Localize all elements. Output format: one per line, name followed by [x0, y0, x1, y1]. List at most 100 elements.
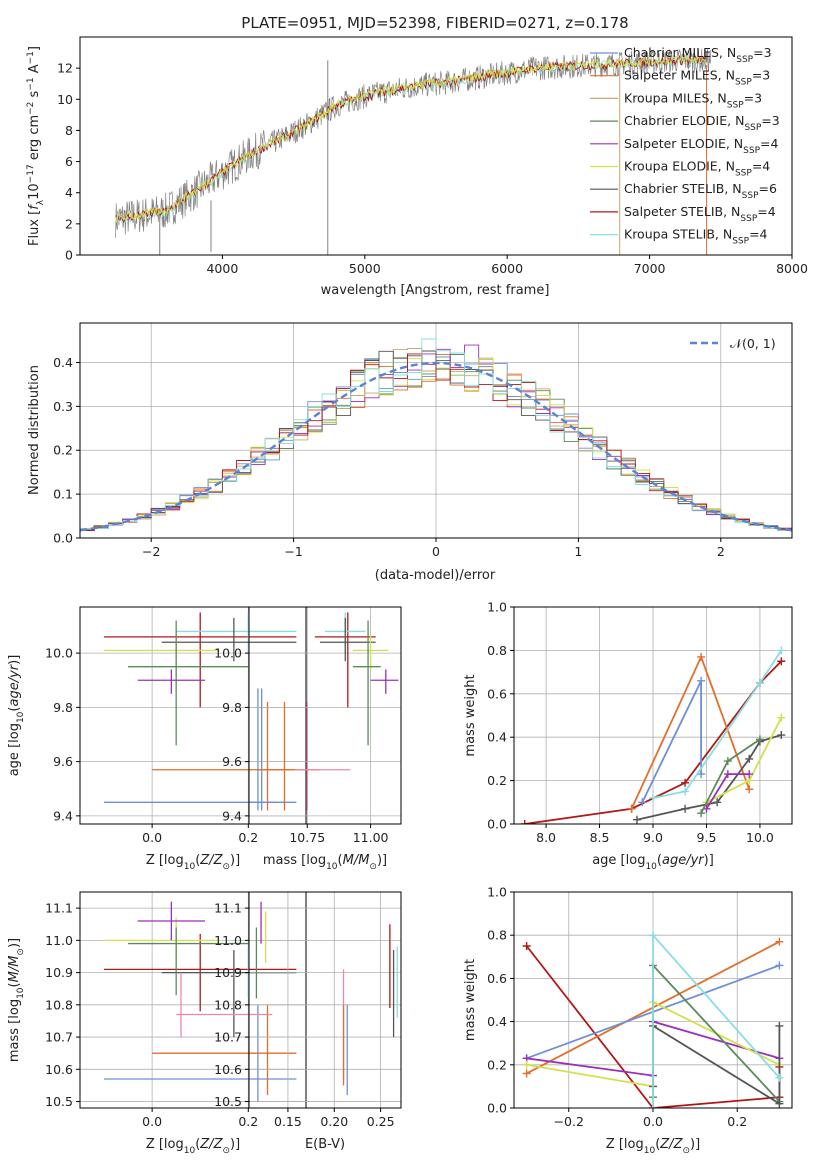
y-tick-label: 10.9: [45, 965, 73, 980]
data-point: [697, 652, 706, 661]
data-point: [745, 754, 754, 763]
chart-mass_weight_vs_Z: −0.2 0.0 0.2 0.0 0.2 0.4 0.6 0.8 1.0 Z [log10(Z/Z…: [463, 885, 793, 1156]
data-point: [723, 770, 732, 779]
y-axis-label: age [log10(age/yr)]: [7, 655, 26, 777]
y-tick-label: 0.4: [487, 730, 507, 745]
y-tick-label: 9.8: [222, 700, 242, 715]
y-tick-label: 0.2: [487, 1057, 507, 1072]
y-tick-label: 12: [57, 61, 73, 76]
observed-spectrum: [115, 48, 712, 238]
y-tick-label: 10.0: [45, 646, 73, 661]
data-point: [638, 798, 647, 807]
chart-title: PLATE=0951, MJD=52398, FIBERID=0271, z=0…: [241, 14, 628, 32]
x-tick-label: 9.5: [697, 830, 717, 845]
y-tick-label: 0.0: [487, 1101, 507, 1116]
y-axis-label: mass weight: [463, 959, 478, 1041]
y-tick-label: 0.8: [487, 928, 507, 943]
data-point: [775, 937, 784, 946]
data-point: [649, 793, 657, 802]
x-tick-label: 8.0: [536, 830, 556, 845]
chart-mass_vs_ebv: 0.15 0.20 0.25 10.5 10.6 10.7 10.8 10.9 11.0 11.1…: [214, 891, 402, 1152]
x-tick-label: 5000: [349, 261, 381, 276]
data-point: [777, 657, 786, 666]
y-tick-label: 9.4: [222, 808, 242, 823]
chart-age_vs_mass: 10.75 11.00 9.4 9.6 9.8 10.0 mass [log10(M/M⊙)…: [214, 606, 402, 872]
data-point: [777, 646, 786, 655]
y-tick-label: 0.4: [53, 355, 73, 370]
y-tick-label: 1.0: [487, 885, 507, 900]
plot-area: [255, 901, 398, 1096]
x-tick-label: 0.15: [274, 1114, 302, 1129]
plot-area: [104, 612, 297, 811]
series-kroupa_stelib: [652, 649, 783, 799]
chart-residuals: −2 −1 0 1 2 0.0 0.1 0.2 0.3 0.4 𝒩(0, 1) (data-model…: [27, 322, 793, 583]
data-point: [649, 1104, 657, 1108]
x-axis-label: Z [log10(Z/Z⊙)]: [146, 853, 240, 872]
y-tick-label: 0.1: [53, 487, 73, 502]
x-axis-label: E(B-V): [305, 1137, 345, 1152]
y-axis-label: mass weight: [463, 674, 478, 756]
data-point: [522, 1060, 531, 1069]
legend-entry: Salpeter ELODIE, NSSP=4: [624, 136, 779, 156]
model-fit: [115, 55, 707, 223]
x-tick-label: 4000: [206, 261, 238, 276]
plot-area: [115, 48, 712, 255]
chart-spectrum: 4000 5000 6000 7000 8000 0 2 4 6 8 10 12 PLATE=0951,…: [26, 14, 808, 298]
data-point: [723, 757, 732, 766]
normal-curve: [80, 361, 792, 532]
axes-frame: [79, 891, 307, 1109]
y-tick-label: 10.5: [214, 1094, 242, 1109]
x-axis-label: Z [log10(Z/Z⊙)]: [146, 1137, 240, 1156]
data-point: [632, 815, 641, 824]
x-tick-label: 0.2: [238, 1114, 258, 1129]
data-point: [775, 1021, 784, 1030]
y-tick-label: 11.1: [45, 901, 73, 916]
x-tick-label: 0.2: [238, 830, 258, 845]
y-tick-label: 8: [65, 123, 73, 138]
axes-frame: [248, 606, 402, 825]
y-tick-label: 10.7: [45, 1030, 73, 1045]
y-tick-label: 9.4: [53, 808, 73, 823]
data-point: [627, 804, 636, 813]
plot-area: [249, 612, 399, 811]
y-tick-label: 1.0: [487, 600, 507, 615]
y-tick-label: 4: [65, 185, 73, 200]
x-tick-label: 7000: [634, 261, 666, 276]
y-tick-label: 0: [65, 248, 73, 263]
y-tick-label: 10.7: [214, 1030, 242, 1045]
legend-entry: Salpeter STELIB, NSSP=4: [624, 204, 776, 224]
data-point: [755, 735, 764, 744]
x-tick-label: 8000: [776, 261, 808, 276]
chart-mass_vs_Z: 0.0 0.2 10.5 10.6 10.7 10.8 10.9 11.0 11.1 Z [log…: [7, 891, 307, 1156]
plot-area: [520, 646, 786, 824]
plot-area: [104, 901, 297, 1102]
data-point: [775, 961, 784, 970]
series-chabrier_stelib: [636, 734, 782, 821]
y-tick-label: 0.6: [487, 971, 507, 986]
y-tick-label: 10.0: [214, 646, 242, 661]
y-tick-label: 10.6: [214, 1062, 242, 1077]
x-axis-label: (data-model)/error: [375, 568, 496, 583]
axes-frame: [79, 36, 793, 256]
x-tick-label: 0: [432, 544, 440, 559]
data-point: [777, 731, 786, 740]
x-axis-label: Z [log10(Z/Z⊙)]: [606, 1137, 700, 1156]
data-point: [697, 809, 706, 818]
x-tick-label: 0.0: [142, 1114, 162, 1129]
y-tick-label: 0.4: [487, 1014, 507, 1029]
y-tick-label: 10.5: [45, 1094, 73, 1109]
y-axis-label: Normed distribution: [27, 365, 42, 495]
data-point: [649, 931, 657, 940]
data-point: [681, 778, 690, 787]
data-point: [697, 770, 706, 779]
data-point: [522, 1069, 531, 1078]
legend: Chabrier MILES, NSSP=3 Salpeter MILES, NS…: [590, 45, 780, 247]
y-axis-label: mass [log10(M/M⊙)]: [7, 938, 26, 1062]
data-point: [755, 678, 764, 687]
legend-entry: Kroupa ELODIE, NSSP=4: [624, 159, 770, 179]
x-axis-label: mass [log10(M/M⊙)]: [263, 853, 387, 872]
data-point: [745, 770, 754, 779]
histogram-salpeter_stelib: [80, 353, 792, 533]
axes-frame: [248, 891, 402, 1109]
